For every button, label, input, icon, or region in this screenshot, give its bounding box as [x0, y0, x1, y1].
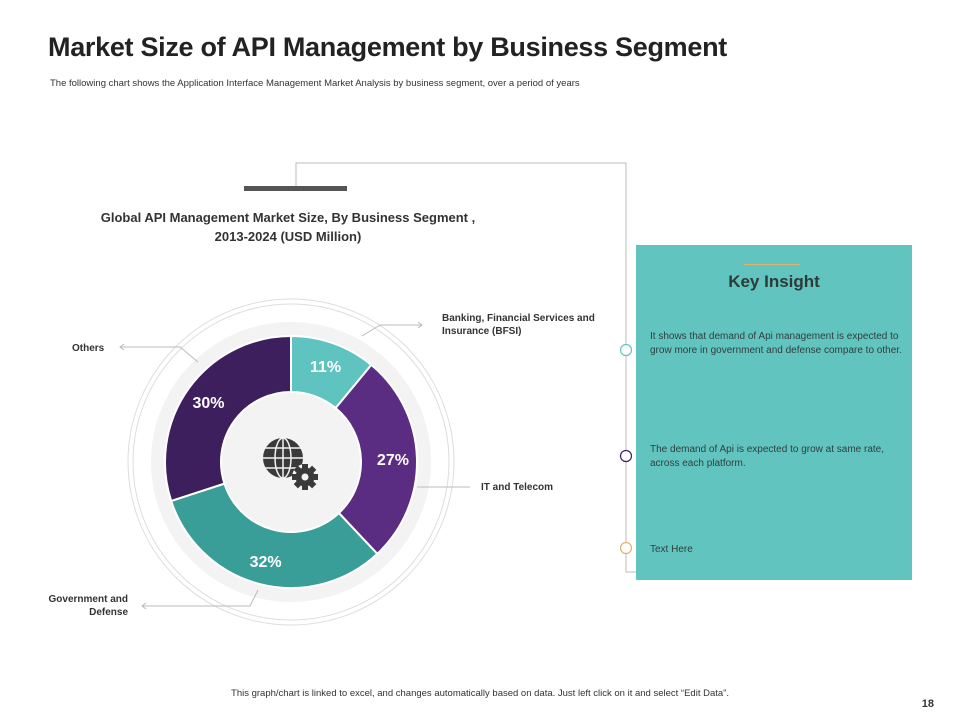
label-it: IT and Telecom: [481, 482, 554, 493]
timeline-marker: [619, 343, 633, 357]
chart-title-line2: 2013-2024 (USD Million): [214, 229, 362, 244]
globe-gear-icon: [263, 437, 318, 490]
label-bfsi: Banking, Financial Services and Insuranc…: [442, 312, 595, 338]
page-title: Market Size of API Management by Busines…: [48, 32, 727, 62]
data-label: 32%: [250, 554, 282, 571]
footer-note: This graph/chart is linked to excel, and…: [231, 688, 729, 699]
outer-ring: [127, 298, 455, 626]
label-bfsi-line1: Banking, Financial Services and: [442, 313, 595, 324]
donut-slice: [164, 334, 292, 503]
key-insight-card: Key Insight It shows that demand of Api …: [636, 245, 912, 580]
chart-title-line1: Global API Management Market Size, By Bu…: [100, 210, 476, 225]
timeline-line: [295, 162, 636, 573]
label-gov-line2: Defense: [89, 607, 128, 618]
arrow-head: [141, 602, 147, 610]
page-subtitle: The following chart shows the Applicatio…: [50, 78, 580, 89]
chart-title: Global API Management Market Size, By Bu…: [88, 208, 488, 246]
data-label: 11%: [310, 359, 341, 376]
leader-line: [142, 589, 259, 607]
insight-1: It shows that demand of Api management i…: [650, 331, 902, 356]
page-number: 18: [921, 698, 934, 710]
timeline-marker: [619, 541, 633, 555]
leader-line: [120, 346, 199, 363]
heading-rule: [744, 264, 800, 265]
insight-2: The demand of Api is expected to grow at…: [650, 444, 885, 469]
key-insight-heading: Key Insight: [728, 272, 820, 291]
outer-ring: [132, 303, 450, 621]
data-label: 30%: [192, 395, 224, 412]
timeline-marker: [619, 449, 633, 463]
insight-3: Text Here: [650, 544, 693, 555]
data-label: 27%: [377, 452, 409, 469]
donut-slice: [169, 482, 379, 589]
leader-line: [361, 324, 422, 337]
label-gov-line1: Government and: [48, 594, 128, 605]
donut-slice: [334, 363, 418, 556]
arrow-head: [119, 343, 125, 351]
label-bfsi-line2: Insurance (BFSI): [442, 326, 522, 337]
label-others: Others: [72, 343, 105, 354]
title-bar-accent: [244, 186, 347, 191]
arrow-head: [417, 321, 423, 329]
label-gov: Government and Defense: [40, 593, 128, 619]
